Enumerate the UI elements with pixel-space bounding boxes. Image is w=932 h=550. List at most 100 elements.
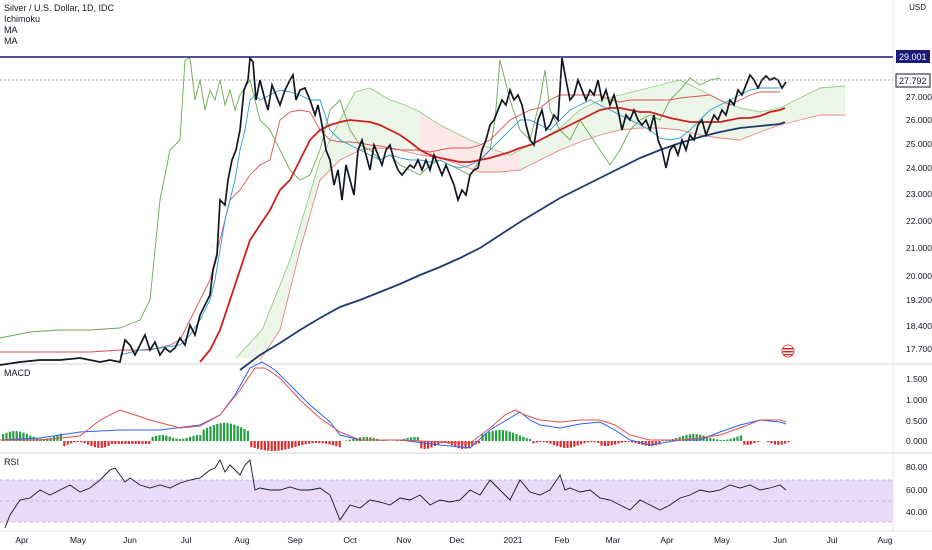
macd-histogram-bar <box>648 441 651 446</box>
macd-histogram-bar <box>556 441 559 447</box>
macd-histogram-bar <box>631 441 634 443</box>
macd-histogram-bar <box>406 437 409 441</box>
macd-tick-label: 0.000 <box>906 436 928 446</box>
macd-histogram-bar <box>246 430 249 441</box>
macd-histogram-bar <box>250 441 253 448</box>
macd-histogram-bar <box>695 434 698 441</box>
macd-histogram-bar <box>770 441 773 444</box>
ichimoku-cloud-bull <box>520 80 845 170</box>
macd-histogram-bar <box>654 441 657 446</box>
indicator-ichimoku[interactable]: Ichimoku <box>4 14 41 24</box>
time-tick-label: Jul <box>181 535 192 545</box>
macd-histogram-bar <box>148 441 151 444</box>
rsi-axis[interactable]: 80.00 60.00 40.00 <box>906 462 928 517</box>
macd-histogram-bar <box>627 441 630 442</box>
macd-histogram-bar <box>501 430 504 441</box>
macd-histogram-bar <box>580 441 583 445</box>
macd-histogram-bar <box>253 441 256 448</box>
macd-histogram-bar <box>131 441 134 444</box>
time-tick-label: Apr <box>15 535 28 545</box>
macd-histogram-bar <box>80 441 83 443</box>
macd-histogram-bar <box>32 436 35 441</box>
macd-histogram-bar <box>746 441 749 445</box>
macd-histogram-bar <box>321 441 324 444</box>
macd-pane[interactable] <box>2 423 790 451</box>
macd-histogram-bar <box>46 438 49 441</box>
macd-histogram-bar <box>175 438 178 441</box>
macd-histogram-bar <box>651 441 654 446</box>
price-tick-label: 20.000 <box>906 271 932 281</box>
rsi-pane-label[interactable]: RSI <box>4 457 20 467</box>
macd-histogram-bar <box>212 425 215 441</box>
macd-histogram-bar <box>291 441 294 448</box>
rsi-line <box>4 459 787 529</box>
macd-histogram-bar <box>195 435 198 441</box>
macd-tick-label: 1.000 <box>906 395 928 405</box>
macd-histogram-bar <box>155 435 158 441</box>
macd-histogram-bar <box>263 441 266 451</box>
macd-histogram-bar <box>138 441 141 444</box>
time-axis[interactable]: Apr May Jun Jul Aug Sep Oct Nov Dec 2021 Feb Mar Apr… <box>15 535 892 545</box>
macd-histogram-bar <box>484 433 487 441</box>
macd-histogram-bar <box>270 441 273 451</box>
currency-label[interactable]: USD <box>909 3 926 12</box>
macd-histogram-bar <box>532 441 535 444</box>
macd-histogram-bar <box>294 441 297 447</box>
ichimoku-cloud-bull <box>236 88 420 360</box>
macd-histogram-bar <box>151 436 154 441</box>
macd-histogram-bar <box>750 441 753 445</box>
macd-pane-label[interactable]: MACD <box>4 368 31 378</box>
macd-histogram-bar <box>644 441 647 446</box>
macd-histogram-bar <box>121 441 124 444</box>
time-tick-label: Feb <box>555 535 570 545</box>
macd-histogram-bar <box>134 441 137 444</box>
price-axis[interactable]: 27.000 26.000 25.000 24.000 23.000 22.000 21.0… <box>906 92 932 354</box>
macd-histogram-bar <box>185 437 188 441</box>
price-tick-label: 25.000 <box>906 139 932 149</box>
symbol-title[interactable]: Silver / U.S. Dollar, 1D, IDC <box>4 3 115 13</box>
macd-histogram-bar <box>471 441 474 446</box>
macd-axis[interactable]: 1.500 1.000 0.500 0.000 <box>906 374 928 446</box>
rsi-tick-label: 80.00 <box>906 462 928 472</box>
macd-histogram-bar <box>318 441 321 444</box>
macd-histogram-bar <box>348 439 351 441</box>
macd-histogram-bar <box>593 441 596 443</box>
time-tick-label: Jun <box>773 535 787 545</box>
macd-histogram-bar <box>141 441 144 444</box>
macd-histogram-bar <box>209 426 212 441</box>
macd-histogram-bar <box>624 441 627 443</box>
macd-histogram-bar <box>2 434 5 441</box>
macd-histogram-bar <box>257 441 260 449</box>
macd-histogram-bar <box>192 435 195 441</box>
macd-histogram-bar <box>25 433 28 441</box>
price-tick-label: 22.000 <box>906 216 932 226</box>
us-flag-icon <box>781 344 795 358</box>
price-tick-label: 24.000 <box>906 163 932 173</box>
macd-histogram-bar <box>549 441 552 444</box>
macd-histogram-bar <box>107 441 110 447</box>
macd-histogram-bar <box>352 438 355 441</box>
macd-histogram-bar <box>736 436 739 441</box>
chart-legend: Silver / U.S. Dollar, 1D, IDC Ichimoku M… <box>4 3 114 47</box>
macd-histogram-bar <box>569 441 572 448</box>
macd-histogram-bar <box>437 441 440 445</box>
macd-histogram-bar <box>335 441 338 447</box>
time-tick-label: 2021 <box>504 535 523 545</box>
indicator-ma-2[interactable]: MA <box>4 36 18 46</box>
macd-histogram-bar <box>70 441 73 444</box>
macd-histogram-bar <box>63 441 66 447</box>
macd-histogram-bar <box>304 441 307 445</box>
macd-histogram-bar <box>189 436 192 441</box>
price-tick-label: 21.000 <box>906 243 932 253</box>
macd-histogram-bar <box>127 441 130 444</box>
macd-histogram-bar <box>90 441 93 446</box>
macd-histogram-bar <box>413 437 416 441</box>
ichimoku-tenkan <box>119 87 780 356</box>
price-tick-label: 27.000 <box>906 92 932 102</box>
macd-histogram-bar <box>566 441 569 448</box>
macd-histogram-bar <box>688 434 691 441</box>
macd-histogram-bar <box>359 437 362 441</box>
indicator-ma-1[interactable]: MA <box>4 25 18 35</box>
time-tick-label: Nov <box>396 535 412 545</box>
